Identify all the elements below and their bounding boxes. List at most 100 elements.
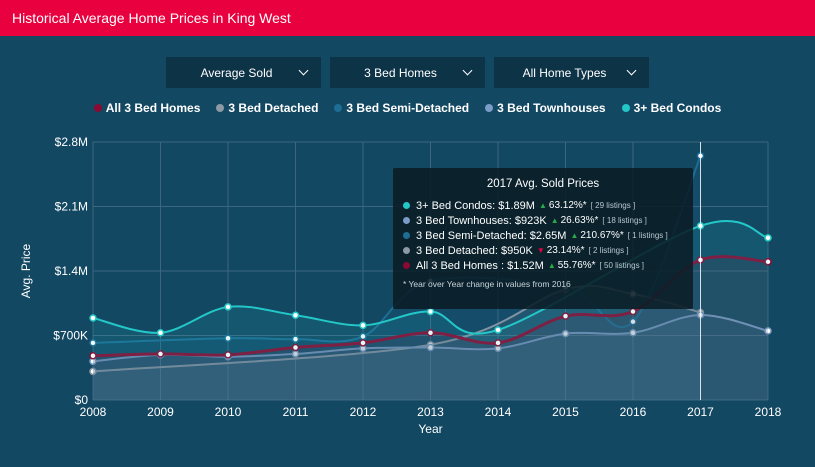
chart-legend: All 3 Bed Homes 3 Bed Detached 3 Bed Sem… [0, 101, 815, 115]
x-tick-label: 2010 [215, 405, 242, 419]
home-type-dropdown[interactable]: All Home Types [494, 57, 649, 88]
data-point-3-bed-detached [89, 367, 97, 376]
data-point-all-3-bed-homes [291, 343, 300, 352]
tooltip-label: 3 Bed Detached: [416, 244, 498, 257]
tooltip-change: 63.12%* [548, 200, 587, 211]
legend-item-3-bed-detached[interactable]: 3 Bed Detached [216, 101, 318, 115]
tooltip-dot-icon [403, 202, 410, 209]
legend-label: 3 Bed Townhouses [497, 101, 606, 115]
data-point-3plus-bed-condos [291, 311, 300, 319]
legend-label: 3 Bed Detached [228, 101, 319, 115]
tooltip-row-townhouses: 3 Bed Townhouses: $923K ▲ 26.63%*[ 18 lis… [403, 213, 683, 228]
legend-item-3-bed-semi-detached[interactable]: 3 Bed Semi-Detached [334, 101, 469, 115]
tooltip-value: $2.65M [529, 229, 567, 242]
x-tick-label: 2009 [147, 405, 174, 419]
tooltip-dot-icon [403, 217, 410, 224]
data-point-all-3-bed-homes [156, 350, 165, 358]
data-point-all-3-bed-homes [561, 312, 570, 320]
legend-label: All 3 Bed Homes [105, 101, 201, 115]
x-tick-label: 2018 [755, 405, 782, 419]
data-point-3plus-bed-condos [494, 326, 502, 334]
home-type-dropdown-label: All Home Types [522, 65, 607, 80]
x-tick-label: 2013 [417, 405, 444, 419]
tooltip-label: All 3 Bed Homes : [416, 259, 505, 272]
y-tick-label: $0 [75, 393, 89, 407]
tooltip-value: $950K [501, 244, 533, 257]
page-header: Historical Average Home Prices in King W… [0, 0, 815, 36]
data-point-all-3-bed-homes [89, 352, 97, 360]
data-point-all-3-bed-homes [764, 258, 772, 266]
series-area-all-3-bed-homes [93, 256, 768, 400]
x-tick-label: 2012 [350, 405, 377, 419]
data-point-3-bed-semi-detached [291, 335, 300, 343]
tooltip-row-detached: 3 Bed Detached: $950K ▼ 23.14%*[ 2 listin… [403, 243, 683, 258]
data-point-all-3-bed-homes [494, 339, 502, 347]
data-point-3plus-bed-condos [89, 314, 97, 322]
tooltip-label: 3 Bed Semi-Detached: [416, 229, 527, 242]
tooltip-note: * Year over Year change in values from 2… [403, 279, 571, 289]
legend-dot-icon [334, 104, 343, 112]
x-tick-label: 2014 [485, 405, 512, 419]
legend-item-3-bed-townhouses[interactable]: 3 Bed Townhouses [485, 101, 606, 115]
data-point-all-3-bed-homes [359, 339, 367, 347]
arrow-up-icon: ▲ [570, 231, 579, 240]
legend-item-3-plus-bed-condos[interactable]: 3+ Bed Condos [621, 101, 721, 115]
x-tick-label: 2015 [552, 405, 579, 419]
x-tick-label: 2011 [283, 405, 309, 419]
data-point-3-bed-semi-detached [89, 339, 97, 347]
bedrooms-dropdown-label: 3 Bed Homes [364, 65, 437, 80]
tooltip-label: 3+ Bed Condos: [416, 199, 496, 212]
tooltip-change: 26.63%* [560, 215, 599, 226]
arrow-up-icon: ▲ [547, 261, 556, 270]
series-area-3plus-bed-condos [93, 220, 768, 400]
tooltip-dot-icon [403, 232, 410, 239]
tooltip-change: 55.76%* [557, 260, 596, 271]
arrow-up-icon: ▲ [550, 216, 559, 225]
data-point-all-3-bed-homes [224, 351, 232, 359]
tooltip-listings: [ 50 listings ] [599, 261, 645, 270]
filter-bar: Average Sold 3 Bed Homes All Home Types [166, 57, 649, 88]
data-point-3plus-bed-condos [426, 307, 435, 316]
x-axis-title: Year [418, 422, 442, 436]
page-title: Historical Average Home Prices in King W… [12, 10, 291, 26]
data-point-3plus-bed-condos [224, 303, 232, 311]
y-axis-title: Avg. Price [19, 243, 33, 298]
tooltip-dot-icon [403, 262, 410, 269]
data-point-3plus-bed-condos [359, 321, 367, 330]
tooltip-2017: 2017 Avg. Sold Prices 3+ Bed Condos: $1.… [393, 168, 693, 309]
metric-dropdown-label: Average Sold [200, 65, 273, 80]
data-point-3-bed-townhouses [764, 327, 772, 335]
arrow-up-icon: ▲ [538, 201, 547, 210]
metric-dropdown[interactable]: Average Sold [166, 57, 321, 88]
y-tick-label: $1.4M [55, 264, 88, 278]
tooltip-listings: [ 29 listings ] [590, 201, 636, 210]
x-tick-label: 2008 [80, 405, 107, 419]
x-tick-label: 2016 [620, 405, 647, 419]
data-point-3-bed-townhouses [561, 329, 570, 338]
axes: $0 $700K $1.4M $2.1M $2.8M 2008 2009 2010 2011 20… [19, 135, 782, 436]
series-area-3-bed-townhouses [93, 314, 768, 400]
tooltip-change: 210.67%* [580, 230, 624, 241]
legend-dot-icon [621, 104, 630, 112]
y-tick-label: $2.8M [55, 135, 88, 149]
data-point-3plus-bed-condos [156, 328, 165, 337]
tooltip-label: 3 Bed Townhouses: [416, 214, 512, 227]
data-point-3-bed-townhouses [629, 328, 637, 337]
series-lines [89, 142, 772, 400]
tooltip-listings: [ 18 listings ] [602, 216, 647, 225]
bedrooms-dropdown[interactable]: 3 Bed Homes [330, 57, 485, 88]
legend-dot-icon [93, 104, 102, 112]
tooltip-row-all-homes: All 3 Bed Homes : $1.52M ▲ 55.76%*[ 50 li… [403, 258, 683, 273]
tooltip-title: 2017 Avg. Sold Prices [486, 178, 600, 190]
tooltip-change: 23.14%* [546, 245, 585, 256]
arrow-down-icon: ▼ [536, 246, 545, 255]
legend-item-all-3-bed-homes[interactable]: All 3 Bed Homes [93, 101, 201, 115]
data-point-3-bed-townhouses [426, 343, 435, 352]
data-point-3-bed-semi-detached [224, 334, 232, 343]
series-area-3-bed-detached [93, 285, 701, 400]
tooltip-value: $1.89M [498, 199, 535, 212]
tooltip-listings: [ 2 listings ] [588, 246, 629, 255]
data-point-all-3-bed-homes [426, 328, 435, 337]
tooltip-row-semi-detached: 3 Bed Semi-Detached: $2.65M ▲ 210.67%*[ 1… [403, 228, 683, 243]
